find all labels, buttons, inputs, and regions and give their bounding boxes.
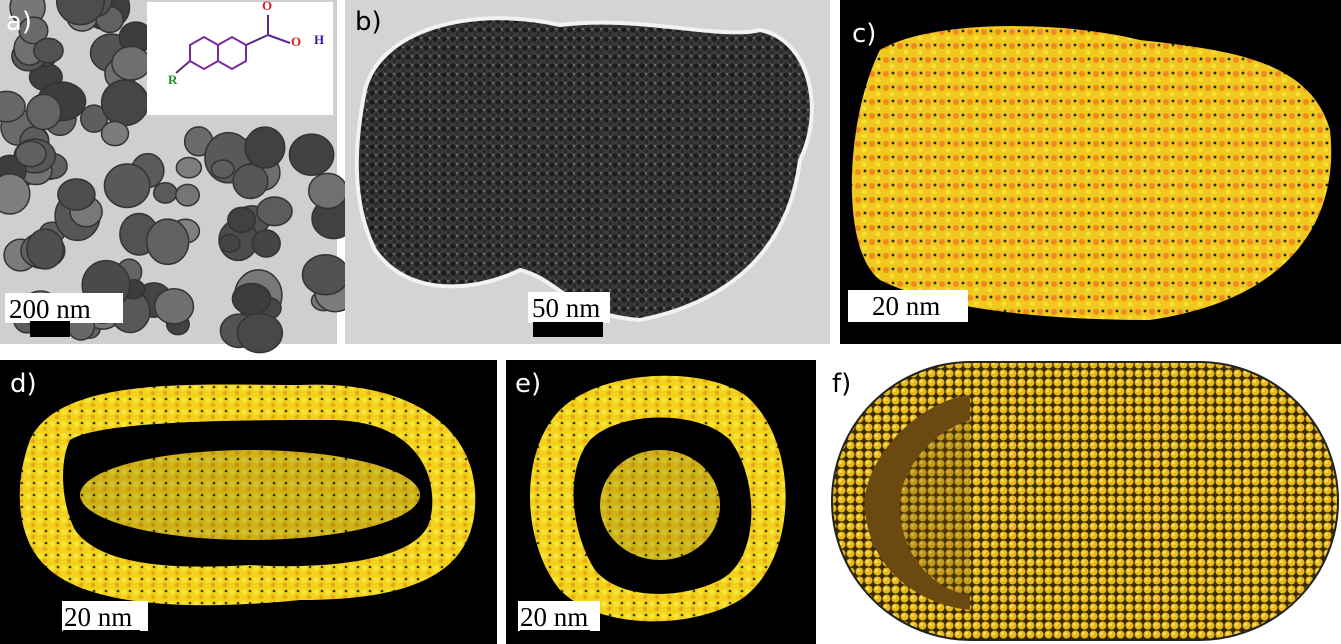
panel-e: e) 20 nm	[506, 360, 816, 644]
scale-bar	[533, 322, 603, 337]
particle	[852, 26, 1331, 320]
particle	[154, 183, 177, 203]
core	[80, 450, 420, 540]
particle	[176, 184, 199, 206]
atom: O	[291, 34, 301, 49]
scale-bar	[63, 630, 140, 644]
scale-bar	[870, 322, 926, 337]
atom: O	[262, 0, 272, 13]
particle	[309, 173, 347, 208]
particle	[237, 313, 282, 352]
particle	[232, 283, 270, 314]
particle	[289, 134, 333, 175]
particle	[27, 229, 63, 269]
particle	[245, 127, 285, 168]
scale-text: 200 nm	[9, 294, 91, 324]
inset	[147, 2, 333, 115]
panel-label: a)	[6, 7, 32, 37]
particle	[303, 255, 349, 295]
panel-a: O O H R a) 200 nm	[0, 0, 356, 353]
particle	[211, 160, 234, 178]
core	[600, 450, 720, 560]
particle	[147, 219, 189, 264]
scale-text: 50 nm	[532, 293, 600, 323]
particle	[228, 207, 256, 232]
panel-label: c)	[852, 19, 876, 49]
scale-text: 20 nm	[64, 602, 132, 632]
particle	[102, 80, 149, 126]
scale-text: 20 nm	[520, 602, 588, 632]
particle	[34, 38, 63, 62]
panel-label: f)	[832, 369, 851, 399]
particle	[101, 121, 128, 145]
panel-label: b)	[355, 7, 382, 37]
panel-f: f)	[822, 360, 1341, 644]
particle	[112, 47, 150, 80]
particle	[155, 289, 194, 324]
particle	[233, 164, 268, 198]
particle	[252, 230, 280, 257]
panel-label: d)	[10, 369, 37, 399]
particle	[58, 179, 95, 210]
panel-label: e)	[515, 369, 541, 399]
panel-b: b) 50 nm	[345, 0, 830, 344]
scale-bar	[30, 321, 70, 337]
particle	[220, 234, 240, 252]
figure: O O H R a) 200 nm b) 50 nm c) 20 nm d) 2…	[0, 0, 1341, 644]
particle	[16, 141, 47, 166]
particle	[27, 94, 61, 129]
particle	[104, 164, 149, 207]
scale-text: 20 nm	[872, 291, 940, 321]
particle	[257, 197, 292, 226]
particle	[357, 18, 812, 320]
atom: H	[314, 32, 324, 47]
atom: R	[168, 72, 178, 87]
panel-c: c) 20 nm	[840, 0, 1341, 344]
particle	[176, 157, 201, 177]
panel-d: d) 20 nm	[0, 360, 497, 644]
scale-bar	[520, 630, 590, 644]
